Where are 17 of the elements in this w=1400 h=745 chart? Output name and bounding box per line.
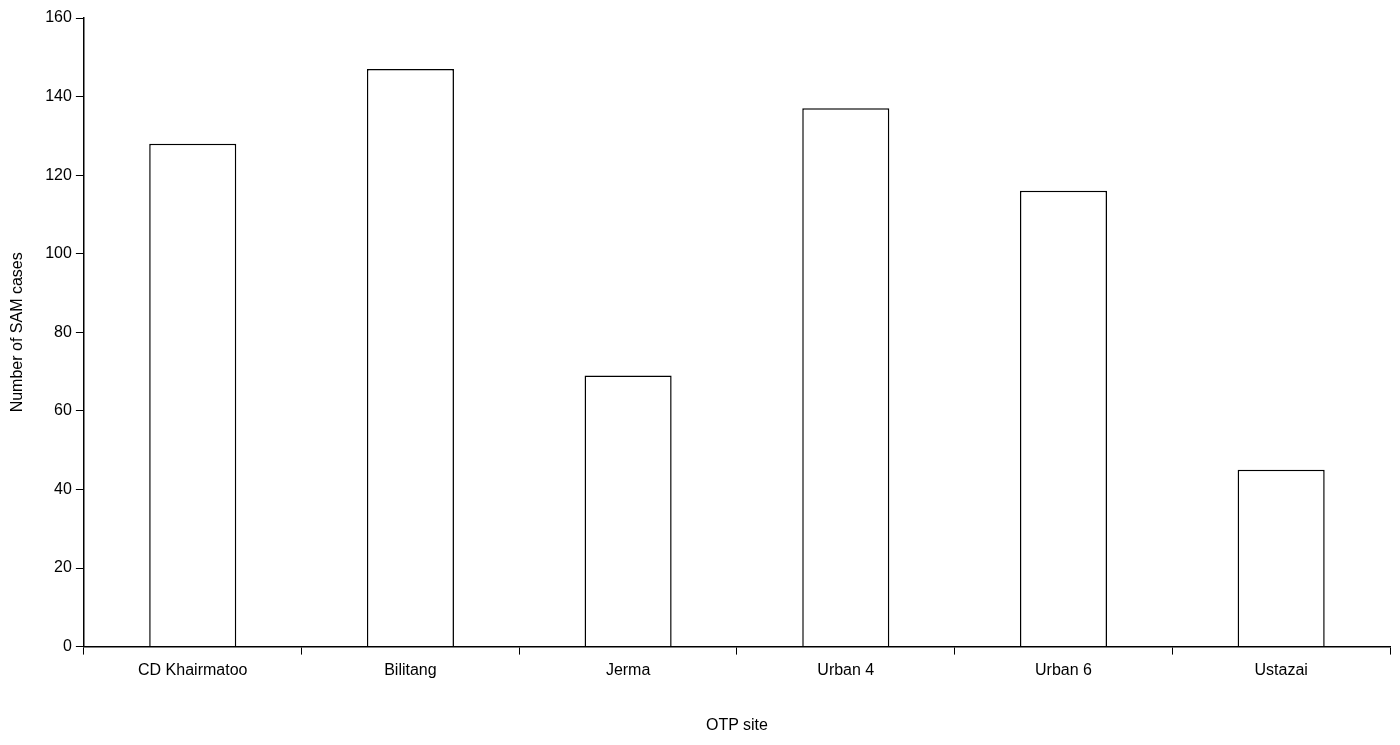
y-tick-label: 120 bbox=[45, 165, 72, 183]
y-tick-label: 60 bbox=[54, 401, 72, 419]
y-tick-label: 0 bbox=[62, 637, 72, 655]
y-tick-label: 100 bbox=[45, 244, 72, 262]
y-tick-label: 20 bbox=[54, 558, 72, 576]
x-tick-label: CD Khairmatoo bbox=[138, 660, 248, 678]
x-tick-label: Urban 4 bbox=[817, 660, 875, 678]
y-tick-label: 40 bbox=[54, 479, 72, 497]
x-tick-label: Jerma bbox=[605, 660, 651, 678]
y-axis-title: Number of SAM cases bbox=[8, 252, 26, 413]
x-axis-title: OTP site bbox=[705, 715, 769, 733]
y-tick-label: 160 bbox=[45, 8, 72, 26]
x-tick-label: Ustazai bbox=[1254, 660, 1308, 678]
y-tick-label: 140 bbox=[45, 86, 72, 104]
y-tick-label: 80 bbox=[54, 322, 72, 340]
x-tick-label: Urban 6 bbox=[1035, 660, 1093, 678]
x-tick-label: Bilitang bbox=[384, 660, 437, 678]
